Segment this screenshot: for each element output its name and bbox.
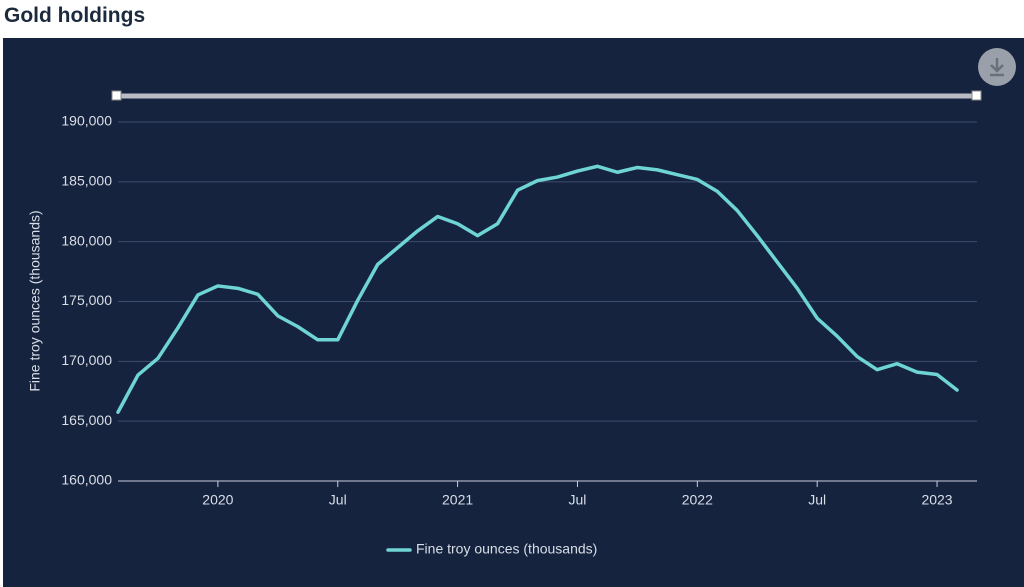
y-tick-label: 165,000 bbox=[61, 412, 112, 428]
range-handle[interactable] bbox=[111, 90, 122, 101]
download-icon bbox=[990, 58, 1004, 77]
x-tick-label: 2023 bbox=[921, 492, 952, 508]
x-tick-label: 2020 bbox=[202, 492, 233, 508]
x-tick-label: 2022 bbox=[682, 492, 713, 508]
y-tick-label: 170,000 bbox=[61, 352, 112, 368]
x-tick-label: Jul bbox=[329, 492, 347, 508]
range-handle[interactable] bbox=[971, 90, 982, 101]
y-axis-label: Fine troy ounces (thousands) bbox=[27, 210, 43, 391]
y-tick-label: 185,000 bbox=[61, 173, 112, 189]
x-tick-label: Jul bbox=[808, 492, 826, 508]
x-tick-label: 2021 bbox=[442, 492, 473, 508]
x-tick-label: Jul bbox=[569, 492, 587, 508]
chart-panel bbox=[3, 38, 1024, 587]
legend-label: Fine troy ounces (thousands) bbox=[416, 541, 597, 557]
y-tick-label: 175,000 bbox=[61, 292, 112, 308]
y-tick-label: 190,000 bbox=[61, 113, 112, 129]
data-line bbox=[116, 164, 959, 414]
chart-title: Gold holdings bbox=[4, 4, 146, 27]
y-tick-label: 160,000 bbox=[61, 472, 112, 488]
y-tick-label: 180,000 bbox=[61, 232, 112, 248]
